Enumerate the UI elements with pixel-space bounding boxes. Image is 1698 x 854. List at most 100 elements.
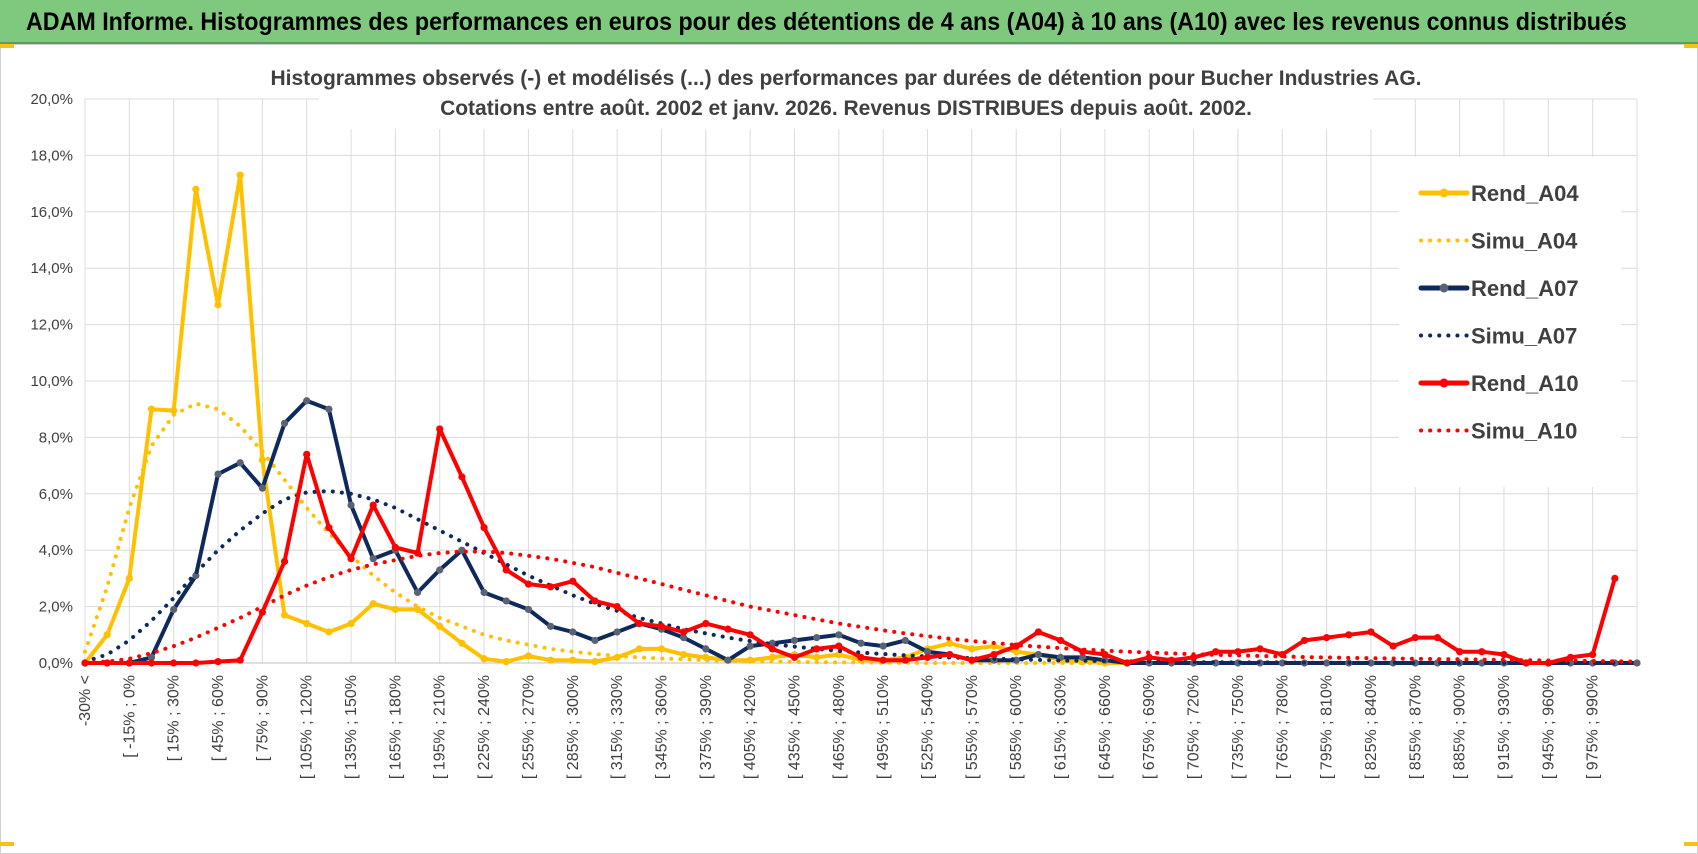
data-point bbox=[946, 639, 954, 647]
data-point bbox=[835, 642, 843, 650]
data-point bbox=[1189, 653, 1198, 661]
x-tick-label: [ 975% ; 990% bbox=[1585, 675, 1602, 779]
x-tick-label: [ 225% ; 240% bbox=[476, 675, 493, 779]
legend-label: Rend_A04 bbox=[1471, 181, 1579, 206]
data-point bbox=[369, 501, 377, 509]
data-point bbox=[857, 639, 865, 647]
y-tick-label: 12,0% bbox=[30, 317, 73, 334]
data-point bbox=[1212, 648, 1220, 656]
data-point bbox=[214, 301, 222, 309]
data-point bbox=[413, 605, 422, 614]
x-tick-label: [ 555% ; 570% bbox=[964, 675, 981, 779]
data-point bbox=[436, 622, 444, 630]
data-point bbox=[524, 605, 533, 614]
data-point bbox=[480, 588, 488, 597]
x-tick-label: [ -15% ; 0% bbox=[121, 675, 138, 758]
corner-mark bbox=[0, 44, 14, 48]
data-point bbox=[768, 639, 776, 647]
data-point bbox=[968, 656, 976, 664]
x-tick-label: [ 195% ; 210% bbox=[432, 675, 449, 779]
data-point bbox=[1500, 650, 1508, 659]
data-point bbox=[170, 407, 178, 415]
data-point bbox=[1123, 659, 1131, 667]
data-point bbox=[236, 171, 244, 179]
series-line-simu-a07 bbox=[83, 489, 1639, 665]
data-point bbox=[192, 659, 200, 667]
data-point bbox=[1012, 648, 1020, 656]
corner-mark bbox=[1684, 44, 1698, 48]
data-point bbox=[1323, 659, 1331, 667]
data-point bbox=[458, 639, 466, 647]
y-tick-label: 16,0% bbox=[30, 204, 73, 221]
data-point bbox=[214, 470, 222, 478]
data-point bbox=[170, 605, 178, 614]
x-tick-label: [ 345% ; 360% bbox=[653, 675, 670, 779]
legend-entry-rend-a07: Rend_A07 bbox=[1418, 276, 1579, 301]
legend-marker bbox=[1439, 283, 1449, 293]
legend-label: Simu_A10 bbox=[1471, 419, 1577, 444]
legend-entry-simu-a07: Simu_A07 bbox=[1419, 324, 1577, 349]
legend-label: Rend_A07 bbox=[1471, 276, 1579, 301]
data-point bbox=[569, 628, 577, 636]
series-line-rend-a10 bbox=[83, 426, 1617, 665]
data-point bbox=[524, 652, 533, 660]
data-point bbox=[613, 603, 621, 611]
x-tick-label: [ 735% ; 750% bbox=[1230, 675, 1247, 779]
x-tick-label: [ 435% ; 450% bbox=[786, 675, 803, 779]
data-point bbox=[391, 605, 399, 614]
legend-label: Simu_A07 bbox=[1471, 324, 1577, 349]
data-point bbox=[1566, 653, 1575, 661]
chart-subtitle: Cotations entre août. 2002 et janv. 2026… bbox=[440, 97, 1252, 120]
data-point bbox=[1633, 659, 1641, 667]
x-tick-label: [ 315% ; 330% bbox=[609, 675, 626, 779]
x-tick-label: [ 615% ; 630% bbox=[1053, 675, 1070, 779]
data-point bbox=[591, 636, 599, 645]
data-point bbox=[591, 597, 599, 605]
data-point bbox=[1323, 634, 1331, 642]
data-point bbox=[547, 622, 555, 630]
data-point bbox=[1145, 653, 1153, 661]
data-point bbox=[147, 405, 156, 413]
data-point bbox=[436, 425, 444, 433]
data-point bbox=[1389, 642, 1397, 650]
x-tick-label: [ 795% ; 810% bbox=[1319, 675, 1336, 779]
y-tick-label: 0,0% bbox=[39, 655, 73, 672]
x-tick-label: [ 405% ; 420% bbox=[742, 675, 759, 779]
chart: Histogrammes observés (-) et modélisés (… bbox=[30, 61, 1641, 779]
data-point bbox=[170, 659, 178, 667]
data-point bbox=[303, 397, 311, 405]
data-point bbox=[746, 631, 754, 639]
data-point bbox=[258, 456, 266, 464]
data-point bbox=[303, 619, 311, 628]
data-point bbox=[613, 628, 621, 636]
data-point bbox=[103, 631, 111, 639]
y-tick-label: 20,0% bbox=[30, 91, 73, 108]
x-tick-label: [ 525% ; 540% bbox=[920, 675, 937, 779]
data-point bbox=[1234, 648, 1242, 656]
grid-lines bbox=[84, 98, 1638, 664]
x-tick-label: -30% < bbox=[77, 675, 94, 726]
data-point bbox=[901, 636, 909, 645]
series bbox=[81, 171, 1641, 667]
data-point bbox=[1256, 645, 1264, 653]
data-point bbox=[325, 628, 333, 636]
data-point bbox=[1611, 574, 1619, 583]
data-point bbox=[125, 574, 133, 583]
data-point bbox=[968, 645, 976, 653]
data-point bbox=[901, 656, 909, 664]
data-point bbox=[280, 557, 289, 566]
data-point bbox=[569, 656, 577, 664]
data-point bbox=[680, 650, 688, 659]
legend: Rend_A04 Simu_A04 Rend_A07 Simu_A07 Rend_A10… bbox=[1418, 181, 1579, 444]
y-tick-label: 2,0% bbox=[39, 599, 73, 616]
data-point bbox=[502, 566, 510, 574]
data-point bbox=[214, 657, 222, 666]
chart-frame: Histogrammes observés (-) et modélisés (… bbox=[0, 44, 1698, 854]
data-point bbox=[1367, 628, 1375, 636]
data-point bbox=[680, 634, 688, 642]
data-point bbox=[746, 642, 754, 650]
data-point bbox=[569, 577, 577, 585]
data-point bbox=[436, 566, 444, 574]
y-tick-label: 18,0% bbox=[30, 147, 73, 164]
data-point bbox=[547, 656, 555, 664]
